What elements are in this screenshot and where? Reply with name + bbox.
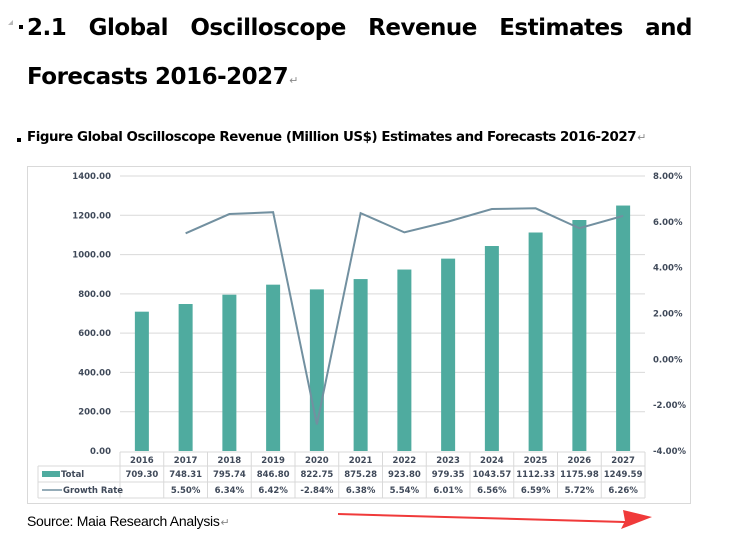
table-cell-growth: 5.72%: [565, 486, 595, 496]
heading-line-1: 2.1 Global Oscilloscope Revenue Estimate…: [27, 8, 692, 48]
red-arrow-annotation: [338, 510, 652, 529]
table-cell-total: 1112.33: [516, 470, 555, 480]
table-cell-total: 1175.98: [560, 470, 599, 480]
bar-series: [134, 205, 631, 451]
table-cell-total: 709.30: [125, 470, 158, 480]
heading-word: Revenue: [368, 15, 477, 41]
right-axis-tick-label: -4.00%: [653, 447, 686, 457]
table-header-year: 2016: [130, 456, 154, 466]
heading-word: Oscilloscope: [190, 15, 346, 41]
bar-2025: [528, 232, 543, 451]
table-cell-total: 875.28: [344, 470, 377, 480]
table-cell-growth: 6.34%: [215, 486, 245, 496]
left-axis-tick-label: 600.00: [78, 329, 111, 339]
bar-2018: [222, 294, 237, 451]
legend-total-label: Total: [61, 470, 84, 480]
gridlines: [120, 175, 645, 413]
table-cell-growth: -2.84%: [300, 486, 333, 496]
bar-2026: [572, 220, 587, 451]
data-table: 2016 2017 2018 2019 2020 2021 2022 2023 2024 2025…: [37, 451, 646, 499]
source-note: Source: Maia Research Analysis↵: [27, 513, 230, 529]
table-header-year: 2021: [349, 456, 373, 466]
table-header-year: 2019: [261, 456, 285, 466]
right-axis-tick-label: 4.00%: [653, 264, 683, 274]
table-header-year: 2024: [480, 456, 504, 466]
paragraph-mark-icon: ↵: [220, 517, 230, 529]
table-header-year: 2026: [568, 456, 592, 466]
heading-word: Global: [88, 15, 169, 41]
left-axis-tick-label: 0.00: [90, 447, 111, 457]
left-axis-tick-label: 1000.00: [72, 251, 111, 261]
bar-2024: [484, 246, 499, 451]
left-axis-tick-label: 200.00: [78, 408, 111, 418]
table-cell-total: 748.31: [169, 470, 202, 480]
left-axis-tick-label: 1400.00: [72, 172, 111, 182]
table-cell-growth: 6.56%: [477, 486, 507, 496]
table-header-year: 2027: [611, 456, 635, 466]
table-cell-growth: 5.50%: [171, 486, 201, 496]
table-header-year: 2025: [524, 456, 548, 466]
figure-caption-text: Figure Global Oscilloscope Revenue (Mill…: [27, 130, 637, 145]
table-cell-growth: 6.01%: [433, 486, 463, 496]
left-axis-tick-label: 800.00: [78, 290, 111, 300]
section-heading: 2.1 Global Oscilloscope Revenue Estimate…: [27, 8, 692, 90]
table-cell-total: 822.75: [300, 470, 333, 480]
table-cell-growth: 6.59%: [521, 486, 551, 496]
table-cell-growth: 6.38%: [346, 486, 376, 496]
table-cell-growth: 5.54%: [390, 486, 420, 496]
right-axis-ticks: -4.00% -2.00% 0.00% 2.00% 4.00% 6.00% 8.00%: [653, 172, 686, 457]
bar-2019: [266, 284, 281, 451]
paragraph-mark-icon: ↵: [637, 131, 646, 144]
bar-2020: [309, 289, 324, 451]
paragraph-mark-icon: ↵: [289, 74, 298, 87]
bar-2021: [353, 279, 368, 451]
heading-word: Estimates: [499, 15, 623, 41]
legend-growth-label: Growth Rate: [63, 486, 123, 496]
heading-bullet-icon: [19, 25, 23, 29]
table-header-year: 2018: [218, 456, 242, 466]
bar-2016: [134, 311, 149, 451]
table-header-year: 2017: [174, 456, 198, 466]
source-text: Source: Maia Research Analysis: [27, 513, 220, 529]
table-cell-total: 1249.59: [604, 470, 643, 480]
heading-word: 2.1: [27, 15, 67, 41]
bar-2017: [178, 304, 193, 451]
left-axis-ticks: 0.00 200.00 400.00 600.00 800.00 1000.00 1200.…: [72, 172, 111, 457]
table-cell-growth: 6.42%: [258, 486, 288, 496]
heading-word: and: [645, 15, 692, 41]
table-header-year: 2020: [305, 456, 329, 466]
anchor-icon: [8, 20, 13, 25]
heading-line-2-text: Forecasts 2016-2027: [27, 64, 289, 90]
table-cell-total: 846.80: [257, 470, 290, 480]
table-header-year: 2022: [393, 456, 417, 466]
right-axis-tick-label: 8.00%: [653, 172, 683, 182]
right-axis-tick-label: -2.00%: [653, 401, 686, 411]
heading-line-2: Forecasts 2016-2027↵: [27, 57, 298, 97]
right-axis-tick-label: 2.00%: [653, 310, 683, 320]
table-cell-total: 923.80: [388, 470, 421, 480]
bar-2027: [616, 205, 631, 451]
legend-bar-swatch-icon: [42, 471, 60, 477]
right-axis-tick-label: 0.00%: [653, 355, 683, 365]
figure-caption: Figure Global Oscilloscope Revenue (Mill…: [27, 130, 646, 145]
bar-2023: [441, 258, 456, 451]
left-axis-tick-label: 1200.00: [72, 211, 111, 221]
line-series: [185, 207, 624, 425]
caption-bullet-icon: [17, 138, 21, 142]
table-cell-total: 979.35: [432, 470, 465, 480]
table-cell-total: 1043.57: [473, 470, 512, 480]
bar-2022: [397, 269, 412, 451]
table-cell-total: 795.74: [213, 470, 246, 480]
table-header-year: 2023: [436, 456, 460, 466]
table-cell-growth: 6.26%: [608, 486, 638, 496]
red-arrow-icon: [338, 510, 652, 529]
left-axis-tick-label: 400.00: [78, 368, 111, 378]
right-axis-tick-label: 6.00%: [653, 218, 683, 228]
